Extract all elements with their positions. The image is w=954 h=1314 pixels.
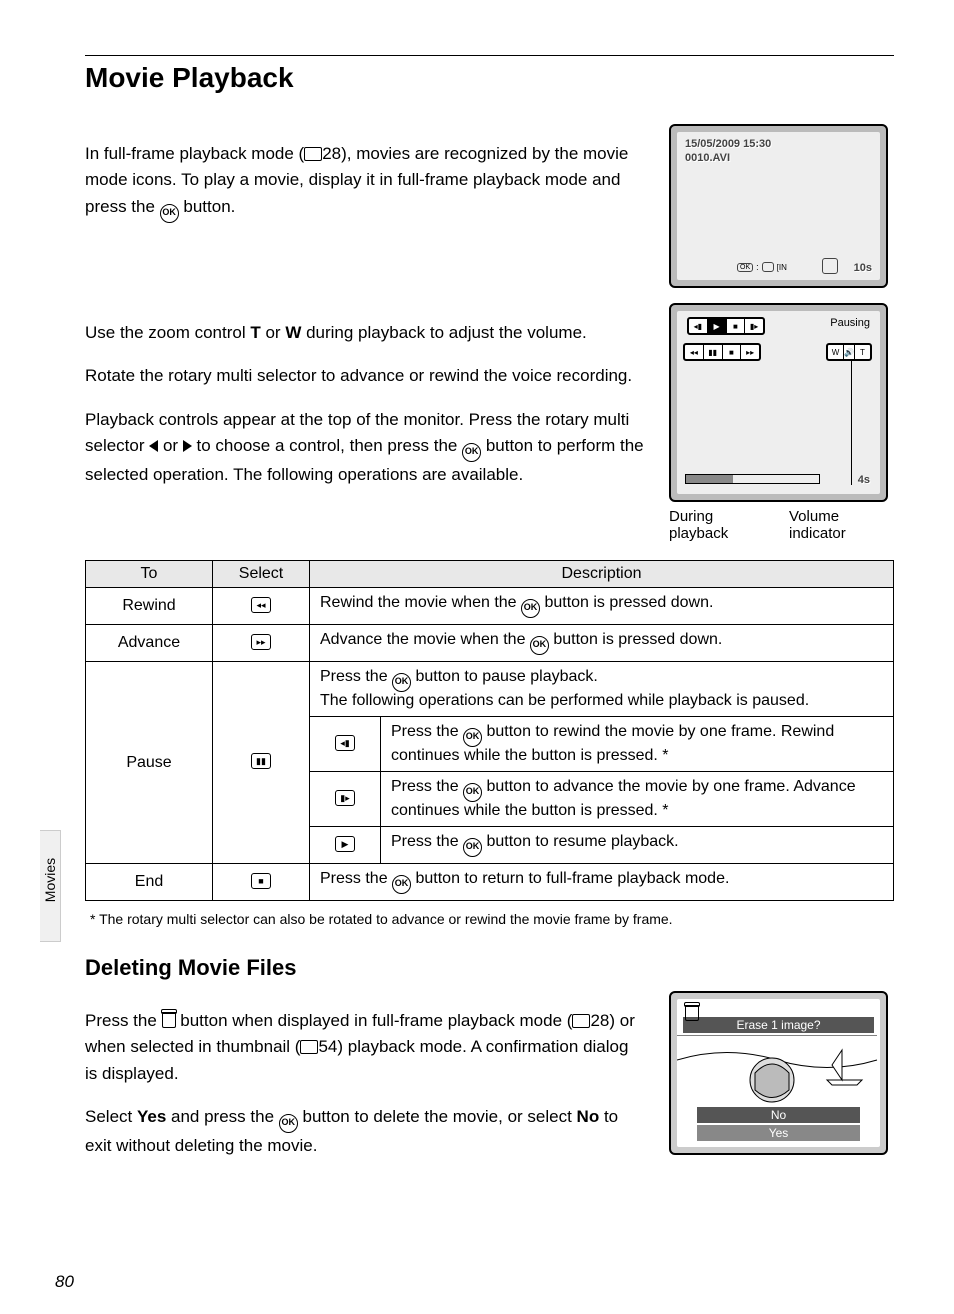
footnote: * The rotary multi selector can also be … [90, 911, 894, 927]
row-end-to: End [86, 864, 213, 901]
pausing-label: Pausing [830, 317, 870, 329]
page-number: 80 [55, 1272, 74, 1292]
lcd-screen-1: 15/05/2009 15:30 0010.AVI 10s OK: [IN [669, 124, 888, 288]
row-advance-select [213, 625, 310, 662]
rewind-icon [251, 597, 271, 613]
dialog-trash-icon [685, 1005, 699, 1024]
th-desc: Description [310, 561, 894, 588]
erase-illustration [677, 1035, 880, 1105]
pause-icon [251, 753, 271, 769]
intro-paragraph-3: Rotate the rotary multi selector to adva… [85, 363, 644, 389]
delete-dialog-lcd: Erase 1 image? No Yes [669, 991, 888, 1155]
advance-icon [251, 634, 271, 650]
row-end-select [213, 864, 310, 901]
book-icon [572, 1014, 590, 1028]
triangle-right-icon [183, 440, 192, 452]
erase-yes: Yes [697, 1125, 860, 1141]
erase-title: Erase 1 image? [683, 1017, 874, 1033]
pause-sub1-icon [310, 717, 381, 772]
pause-sub2-desc: Press the OK button to advance the movie… [381, 772, 894, 827]
deleting-p2: Select Yes and press the OK button to de… [85, 1104, 644, 1159]
triangle-left-icon [149, 440, 158, 452]
frame-advance-icon [335, 790, 355, 806]
lcd-screen-2: ◂▮▶■▮▸ Pausing ◂◂▮▮■▸▸ W🔊T [669, 303, 888, 502]
intro-paragraph-1: In full-frame playback mode (28), movies… [85, 141, 644, 223]
volume-strip: W🔊T [826, 343, 872, 361]
pause-sub2-icon [310, 772, 381, 827]
progress-bar [685, 474, 820, 484]
erase-no: No [697, 1107, 860, 1123]
ok-icon: OK [160, 204, 179, 223]
row-advance-desc: Advance the movie when the OK button is … [310, 625, 894, 662]
row-advance-to: Advance [86, 625, 213, 662]
pause-sub3-desc: Press the OK button to resume playback. [381, 827, 894, 864]
tv-icon [822, 258, 838, 274]
row-rewind-select [213, 588, 310, 625]
lcd2-time: 4s [858, 474, 870, 486]
pause-sub1-desc: Press the OK button to rewind the movie … [381, 717, 894, 772]
volume-indicator-label: Volume indicator [789, 508, 884, 542]
row-end-desc: Press the OK button to return to full-fr… [310, 864, 894, 901]
lcd-filename: 0010.AVI [685, 152, 730, 164]
volume-pointer-line [851, 361, 852, 485]
deleting-p1: Press the button when displayed in full-… [85, 1008, 644, 1087]
intro-paragraph-4: Playback controls appear at the top of t… [85, 407, 644, 489]
frame-rewind-icon [335, 735, 355, 751]
deleting-heading: Deleting Movie Files [85, 955, 894, 981]
lcd-bottom-icons: OK: [IN [737, 262, 787, 272]
ok-icon: OK [279, 1114, 298, 1133]
th-to: To [86, 561, 213, 588]
controls-table: To Select Description Rewind Rewind the … [85, 560, 894, 901]
trash-icon [162, 1012, 176, 1028]
stop-icon [251, 873, 271, 889]
row-pause-to: Pause [86, 662, 213, 864]
row-pause-select [213, 662, 310, 864]
pause-sub3-icon [310, 827, 381, 864]
row-rewind-to: Rewind [86, 588, 213, 625]
row-rewind-desc: Rewind the movie when the OK button is p… [310, 588, 894, 625]
page-title: Movie Playback [85, 62, 894, 94]
side-tab-label: Movies [42, 850, 58, 910]
intro-paragraph-2: Use the zoom control T or W during playb… [85, 320, 644, 346]
ok-icon: OK [462, 443, 481, 462]
pausing-strip: ◂▮▶■▮▸ [687, 317, 765, 335]
during-playback-label: During playback [669, 508, 769, 542]
th-select: Select [213, 561, 310, 588]
playback-strip: ◂◂▮▮■▸▸ [683, 343, 761, 361]
row-pause-intro: Press the OK button to pause playback. T… [310, 662, 894, 717]
book-icon [300, 1040, 318, 1054]
resume-icon [335, 836, 355, 852]
lcd-datetime: 15/05/2009 15:30 [685, 138, 771, 150]
book-icon [304, 147, 322, 161]
lcd-duration: 10s [854, 262, 872, 274]
